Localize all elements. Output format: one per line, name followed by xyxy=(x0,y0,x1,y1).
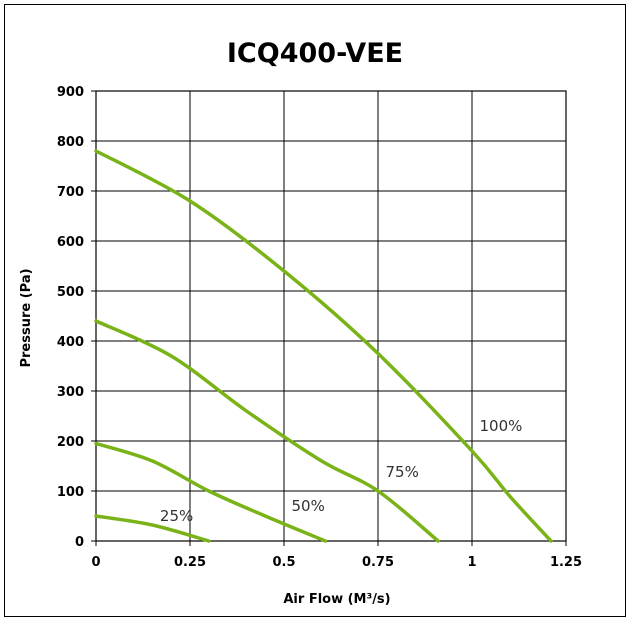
x-tick-label: 0.25 xyxy=(174,555,206,570)
curve-labels: 100% 75% 50% 25% xyxy=(160,417,522,525)
x-tick-label: 0 xyxy=(91,555,100,570)
y-tick-label: 400 xyxy=(57,335,84,350)
x-tick-label: 1.25 xyxy=(550,555,582,570)
x-tick-label: 0.5 xyxy=(272,555,295,570)
series-line-50pct xyxy=(94,441,328,543)
curve-label-25pct: 25% xyxy=(160,507,193,525)
chart-title: ICQ400-VEE xyxy=(227,38,403,69)
series-line-75pct xyxy=(94,319,440,543)
curve-label-50pct: 50% xyxy=(292,497,325,515)
plot-border xyxy=(95,90,567,542)
series-line-100pct xyxy=(94,149,553,543)
ticks: 0 0.25 0.5 0.75 1 1.25 0 100 200 300 400 500 600 700 8… xyxy=(57,85,582,570)
y-tick-label: 100 xyxy=(57,485,84,500)
series xyxy=(94,149,553,543)
y-axis-label: Pressure (Pa) xyxy=(19,268,34,367)
curve-label-100pct: 100% xyxy=(480,417,523,435)
y-tick-label: 500 xyxy=(57,285,84,300)
y-tick-label: 700 xyxy=(57,185,84,200)
y-tick-label: 300 xyxy=(57,385,84,400)
y-tick-label: 900 xyxy=(57,85,84,100)
chart-frame xyxy=(4,4,626,617)
curve-label-75pct: 75% xyxy=(386,463,419,481)
y-tick-label: 600 xyxy=(57,235,84,250)
y-tick-label: 200 xyxy=(57,435,84,450)
series-line-25pct xyxy=(94,514,211,543)
x-tick-label: 0.75 xyxy=(362,555,394,570)
x-axis-label: Air Flow (M³/s) xyxy=(283,592,390,607)
y-tick-label: 800 xyxy=(57,135,84,150)
y-tick-label: 0 xyxy=(75,535,84,550)
x-tick-label: 1 xyxy=(467,555,476,570)
